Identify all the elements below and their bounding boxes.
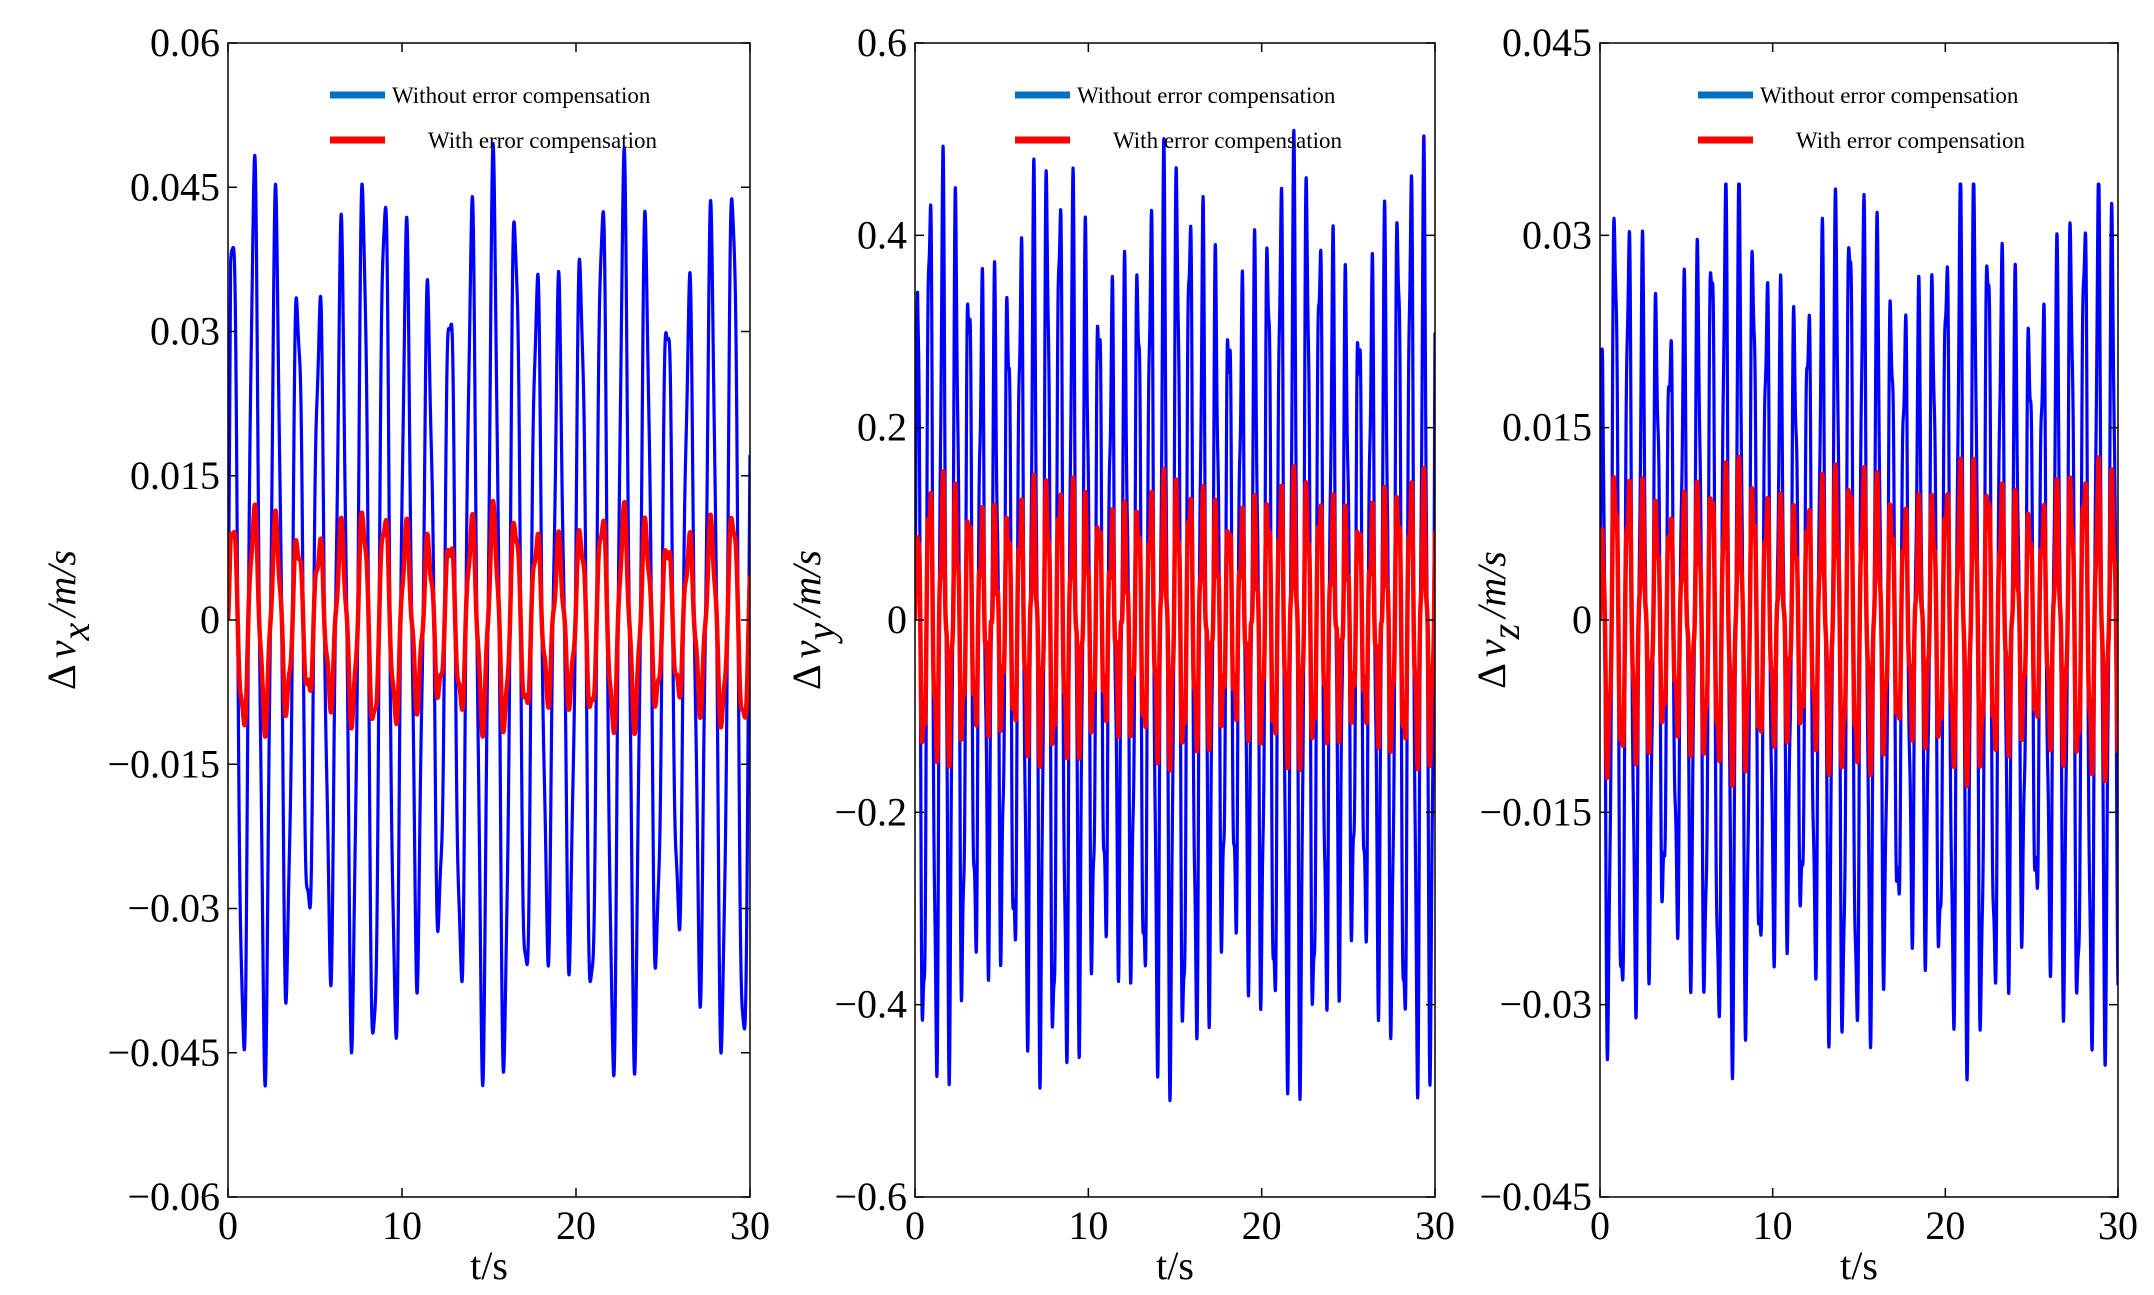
y-tick-label: −0.03 <box>127 886 220 931</box>
y-axis-label-unit: /m/s <box>1469 551 1514 620</box>
x-axis-label: t/s <box>1840 1243 1878 1288</box>
x-tick-label: 0 <box>1590 1203 1610 1248</box>
y-tick-label: 0.015 <box>130 453 220 498</box>
series-group <box>915 128 1435 1103</box>
y-tick-label: 0.03 <box>1522 212 1592 257</box>
y-tick-label: 0 <box>887 597 907 642</box>
x-tick-label: 10 <box>1068 1203 1108 1248</box>
y-axis-label-unit: /m/s <box>39 550 84 619</box>
x-tick-label: 10 <box>382 1203 422 1248</box>
y-tick-label: −0.2 <box>834 789 907 834</box>
y-axis-label-var: v <box>1469 639 1514 657</box>
y-tick-label: 0.045 <box>1502 20 1592 65</box>
x-tick-label: 20 <box>556 1203 596 1248</box>
legend-label: Without error compensation <box>392 83 651 108</box>
y-tick-label: 0.03 <box>150 309 220 354</box>
series-line-with-compensation <box>228 498 750 739</box>
x-axis-label: t/s <box>1156 1243 1194 1288</box>
y-tick-label: −0.06 <box>127 1174 220 1219</box>
y-axis-label: Δvy/m/s <box>784 550 843 690</box>
series-line-without-compensation <box>228 141 750 1088</box>
chart-panel-3: −0.045 −0.03 −0.015 0 0.015 0.03 0.045 0 10 20 30 t… <box>1469 20 2138 1288</box>
legend-label: With error compensation <box>1113 128 1343 153</box>
legend-label: Without error compensation <box>1760 83 2019 108</box>
series-line-with-compensation <box>1600 454 2118 789</box>
y-tick-label: 0.2 <box>857 405 907 450</box>
x-tick-label: 10 <box>1753 1203 1793 1248</box>
y-tick-label: 0.045 <box>130 164 220 209</box>
y-tick-label: −0.015 <box>1479 789 1592 834</box>
y-tick-label: 0.4 <box>857 212 907 257</box>
y-axis-label-sub: x <box>53 622 98 641</box>
x-tick-label: 20 <box>1242 1203 1282 1248</box>
chart-panel-2: −0.6 −0.4 −0.2 0 0.2 0.4 0.6 0 10 20 30 t/s Δvy/m/s W… <box>784 20 1455 1288</box>
y-tick-label: 0.015 <box>1502 405 1592 450</box>
series-group <box>228 141 750 1088</box>
y-tick-label: −0.045 <box>1479 1174 1592 1219</box>
x-axis-label: t/s <box>470 1243 508 1288</box>
y-tick-label: 0.06 <box>150 20 220 65</box>
legend-label: Without error compensation <box>1077 83 1336 108</box>
x-tick-label: 0 <box>218 1203 238 1248</box>
y-tick-label: 0 <box>1572 597 1592 642</box>
y-tick-label: −0.045 <box>107 1030 220 1075</box>
y-tick-label: 0.6 <box>857 20 907 65</box>
y-axis-label: Δvz/m/s <box>1469 551 1528 689</box>
y-axis-label-var: v <box>784 640 829 658</box>
series-line-without-compensation <box>915 128 1435 1103</box>
y-axis-label-unit: /m/s <box>784 550 829 619</box>
y-tick-label: 0 <box>200 597 220 642</box>
x-tick-label: 30 <box>730 1203 770 1248</box>
legend-label: With error compensation <box>1796 128 2026 153</box>
x-tick-label: 20 <box>1925 1203 1965 1248</box>
chart-panel-1: −0.06 −0.045 −0.03 −0.015 0 0.015 0.03 0.045 0.0… <box>39 20 770 1288</box>
y-tick-label: −0.6 <box>834 1174 907 1219</box>
x-tick-label: 30 <box>2098 1203 2138 1248</box>
y-tick-label: −0.03 <box>1499 982 1592 1027</box>
x-tick-label: 30 <box>1415 1203 1455 1248</box>
y-axis-label-delta: Δ <box>784 664 829 690</box>
y-axis-label-sub: z <box>1483 623 1528 640</box>
legend-label: With error compensation <box>428 128 658 153</box>
x-tick-label: 0 <box>905 1203 925 1248</box>
series-group <box>1600 182 2118 1082</box>
y-axis-label-delta: Δ <box>1469 663 1514 689</box>
series-line-with-compensation <box>915 464 1435 773</box>
y-axis-label: Δvx/m/s <box>39 550 98 690</box>
y-tick-label: −0.4 <box>834 982 907 1027</box>
y-axis-label-sub: y <box>798 622 843 644</box>
y-axis-label-var: v <box>39 640 84 658</box>
y-tick-label: −0.015 <box>107 741 220 786</box>
y-axis-label-delta: Δ <box>39 664 84 690</box>
